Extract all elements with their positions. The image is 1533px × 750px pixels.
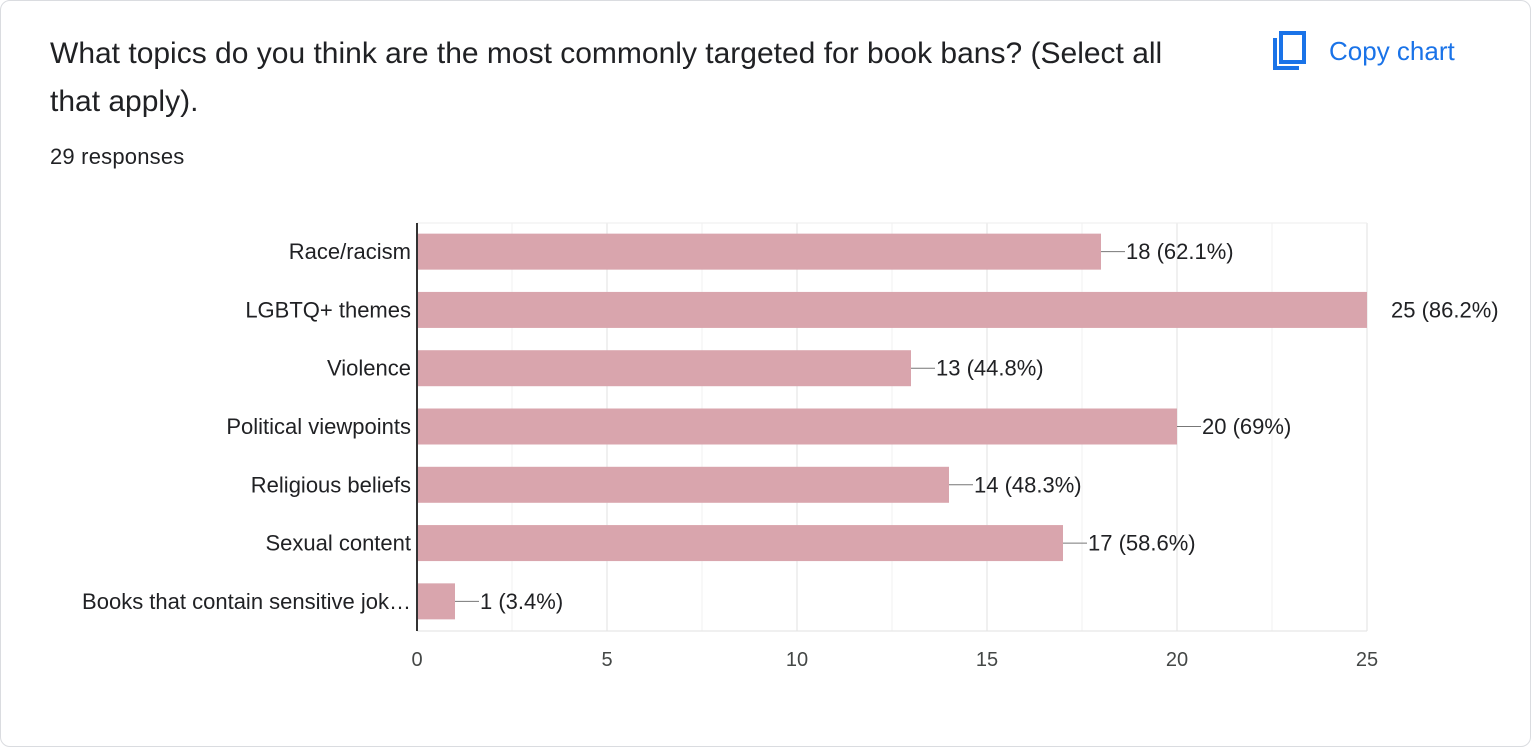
x-tick-label: 5 [601, 649, 612, 671]
x-tick-label: 10 [786, 649, 808, 671]
x-tick-label: 15 [976, 649, 998, 671]
bar [417, 408, 1177, 445]
question-title: What topics do you think are the most co… [50, 37, 1163, 118]
data-label: 17 (58.6%) [1088, 531, 1196, 556]
bar [417, 583, 455, 620]
category-label: Race/racism [289, 239, 411, 264]
category-label: Violence [327, 356, 411, 381]
bar [417, 291, 1367, 328]
copy-icon [1271, 30, 1307, 72]
response-count: 29 responses [50, 144, 185, 169]
x-tick-label: 20 [1166, 649, 1188, 671]
bar [417, 525, 1063, 562]
data-label: 25 (86.2%) [1391, 297, 1499, 322]
bar [417, 466, 949, 503]
category-label: Political viewpoints [226, 414, 411, 439]
copy-chart-button[interactable]: Copy chart [1271, 28, 1455, 74]
data-label: 14 (48.3%) [974, 472, 1082, 497]
data-label: 1 (3.4%) [480, 589, 563, 614]
bar [417, 350, 911, 387]
bar [417, 233, 1101, 270]
copy-chart-label: Copy chart [1329, 35, 1455, 66]
category-label: Sexual content [265, 531, 411, 556]
data-label: 18 (62.1%) [1126, 239, 1234, 264]
x-tick-label: 0 [411, 649, 422, 671]
data-label: 20 (69%) [1202, 414, 1291, 439]
x-tick-label: 25 [1356, 649, 1378, 671]
category-label: Religious beliefs [251, 472, 411, 497]
data-label: 13 (44.8%) [936, 356, 1044, 381]
category-label: Books that contain sensitive jok… [82, 589, 411, 614]
category-label: LGBTQ+ themes [245, 297, 411, 322]
